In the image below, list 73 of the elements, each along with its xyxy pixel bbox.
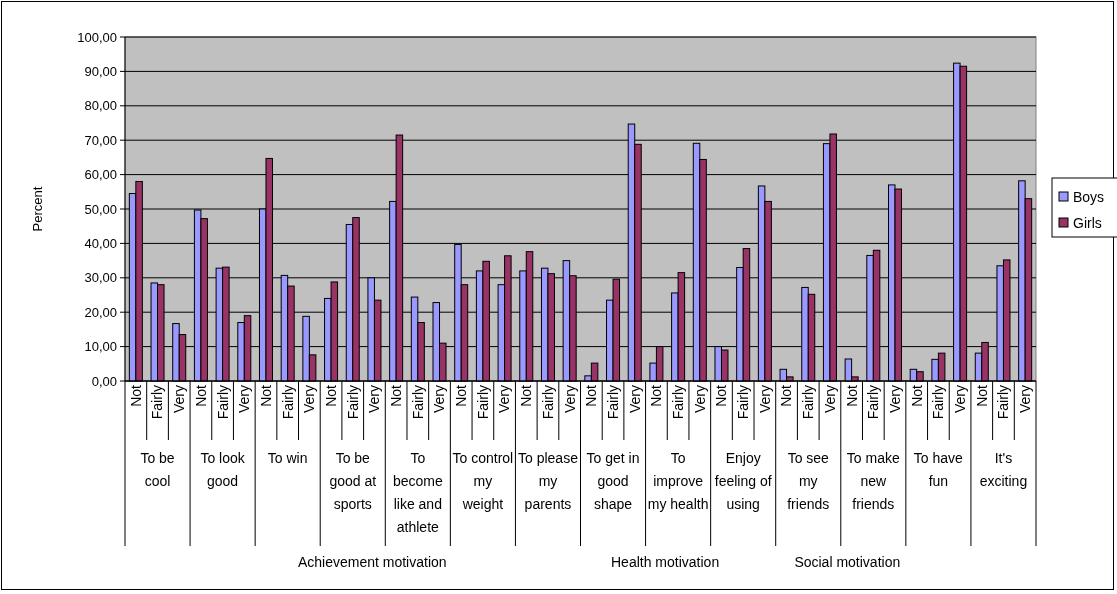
x-tick-label: Very xyxy=(951,385,968,414)
y-tick-label: 10,00 xyxy=(84,339,117,355)
x-tick-label: Very xyxy=(821,385,838,414)
y-tick-label: 40,00 xyxy=(84,235,117,251)
y-tick-label: 90,00 xyxy=(84,63,117,79)
x-tick-label: Very xyxy=(431,385,448,414)
x-tick-label: Very xyxy=(366,385,383,414)
x-tick-label: Fairly xyxy=(995,385,1012,420)
x-tick-label: Fairly xyxy=(149,385,166,420)
x-tick-label: Fairly xyxy=(539,385,556,420)
x-tick-label: Fairly xyxy=(604,385,621,420)
y-tick-label: 20,00 xyxy=(84,304,117,320)
text: To become like and athlete xyxy=(392,450,443,535)
x-tick-label: Fairly xyxy=(214,385,231,420)
text: To control my weight xyxy=(452,450,514,512)
y-tick-label: 30,00 xyxy=(84,270,117,286)
x-tick-label: Not xyxy=(843,384,860,407)
x-tick-label: Not xyxy=(192,384,209,407)
x-tick-label: Very xyxy=(1017,385,1034,414)
text: To improve my health xyxy=(647,450,709,512)
x-tick-label: Very xyxy=(626,385,643,414)
text: To make new friends xyxy=(846,450,900,512)
x-tick-label: Not xyxy=(973,384,990,407)
x-tick-label: Very xyxy=(301,385,318,414)
x-tick-label: Very xyxy=(561,385,578,414)
y-tick-label: 60,00 xyxy=(84,167,117,183)
text: Achievement motivation xyxy=(297,554,447,570)
x-tick-label: Not xyxy=(388,384,405,407)
x-tick-label: Fairly xyxy=(670,385,687,420)
x-tick-label: Not xyxy=(908,384,925,407)
x-tick-label: Very xyxy=(171,385,188,414)
x-tick-label: Very xyxy=(691,385,708,414)
text: To please my parents xyxy=(518,450,579,512)
x-tick-label: Not xyxy=(453,384,470,407)
x-tick-label: Not xyxy=(583,384,600,407)
x-tick-label: Fairly xyxy=(279,385,296,420)
text: To look good xyxy=(200,450,246,489)
x-tick-label: Not xyxy=(713,384,730,407)
x-tick-label: Not xyxy=(257,384,274,407)
y-axis-title: Percent xyxy=(30,186,45,232)
legend-label: Boys xyxy=(1073,188,1105,205)
x-tick-label: Very xyxy=(236,385,253,414)
x-tick-label: Not xyxy=(127,384,144,407)
text: To win xyxy=(267,450,308,466)
x-tick-label: Fairly xyxy=(409,385,426,420)
x-tick-label: Fairly xyxy=(800,385,817,420)
x-tick-label: Fairly xyxy=(865,385,882,420)
x-tick-label: Very xyxy=(496,385,513,414)
text: To be good at sports xyxy=(329,450,377,512)
x-tick-label: Not xyxy=(322,384,339,407)
text: Enjoy feeling of using xyxy=(714,450,772,512)
x-tick-label: Fairly xyxy=(930,385,947,420)
text: It's exciting xyxy=(979,450,1028,489)
y-tick-label: 100,00 xyxy=(77,29,117,45)
legend-label: Girls xyxy=(1073,214,1102,231)
x-tick-label: Very xyxy=(756,385,773,414)
text: Health motivation xyxy=(611,554,720,570)
x-tick-label: Very xyxy=(886,385,903,414)
x-tick-label: Not xyxy=(648,384,665,407)
y-tick-label: 80,00 xyxy=(84,98,117,114)
x-tick-label: Fairly xyxy=(474,385,491,420)
text: Social motivation xyxy=(794,554,901,570)
x-tick-label: Not xyxy=(778,384,795,407)
text: To have fun xyxy=(913,450,964,489)
text: To see my friends xyxy=(787,450,830,512)
text: To get in good shape xyxy=(586,450,640,512)
text: To be cool xyxy=(140,450,175,489)
x-tick-label: Fairly xyxy=(344,385,361,420)
y-tick-label: 70,00 xyxy=(84,132,117,148)
x-tick-label: Not xyxy=(518,384,535,407)
x-tick-label: Fairly xyxy=(735,385,752,420)
y-tick-label: 50,00 xyxy=(84,201,117,217)
y-tick-label: 0,00 xyxy=(91,373,117,389)
